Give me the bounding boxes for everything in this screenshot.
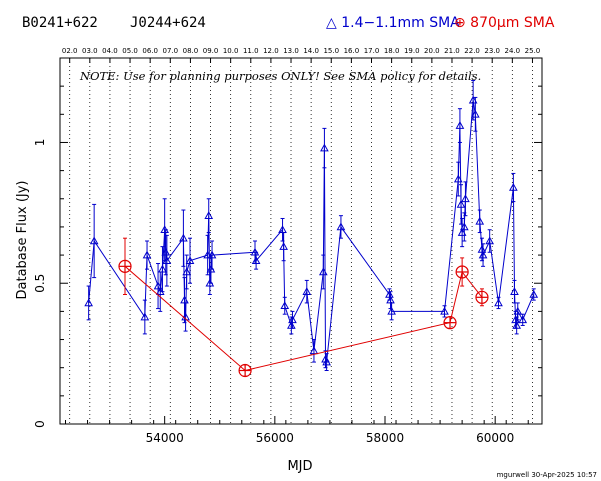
- source-name-alias: J0244+624: [130, 15, 206, 31]
- y-tick-label: 0.5: [33, 274, 47, 293]
- data-point-triangle: [513, 306, 523, 315]
- top-axis-year-label: 24.0: [505, 47, 521, 55]
- series-1mm: [84, 80, 539, 372]
- data-point-triangle: [204, 211, 214, 219]
- top-axis-year-label: 08.0: [183, 47, 199, 55]
- top-axis-year-label: 09.0: [203, 47, 219, 55]
- top-axis-year-label: 02.0: [62, 47, 78, 55]
- x-tick-label: 58000: [366, 431, 404, 445]
- top-axis-year-label: 12.0: [263, 47, 279, 55]
- data-point-triangle: [478, 250, 488, 259]
- data-point-triangle: [181, 312, 190, 321]
- data-point-triangle: [477, 244, 487, 253]
- data-point-triangle: [318, 267, 328, 276]
- top-axis-year-label: 15.0: [323, 47, 339, 55]
- data-point-triangle: [529, 289, 539, 298]
- x-axis-label: MJD: [287, 459, 312, 474]
- top-axis-year-label: 16.0: [344, 47, 360, 55]
- top-axis-year-label: 19.0: [404, 47, 420, 55]
- data-point-triangle: [279, 242, 288, 250]
- top-axis-year-label: 23.0: [484, 47, 500, 55]
- data-point-triangle: [455, 121, 465, 129]
- y-tick-label: 0: [33, 420, 47, 428]
- data-point-triangle: [280, 301, 290, 310]
- data-point-triangle: [453, 174, 463, 183]
- source-name-primary: B0241+622: [22, 15, 98, 31]
- series-line: [124, 265, 483, 372]
- data-point-triangle: [440, 306, 449, 315]
- top-axis-year-label: 14.0: [303, 47, 319, 55]
- top-axis-year-label: 03.0: [82, 47, 98, 55]
- data-point-triangle: [158, 264, 167, 273]
- top-axis-year-label: 21.0: [444, 47, 460, 55]
- data-point-triangle: [512, 320, 522, 329]
- top-axis-year-label: 10.0: [223, 47, 239, 55]
- data-point-triangle: [142, 250, 152, 259]
- top-axis-year-label: 07.0: [162, 47, 178, 55]
- data-point-triangle: [456, 199, 466, 208]
- data-point-triangle: [161, 247, 171, 256]
- x-tick-label: 56000: [256, 431, 294, 445]
- y-tick-label: 1: [33, 139, 47, 147]
- data-point-triangle: [251, 256, 261, 265]
- data-point-triangle: [494, 298, 503, 307]
- y-axis-label: Database Flux (Jy): [15, 181, 30, 300]
- legend-red-series: ⊕ 870μm SMA: [454, 15, 555, 31]
- data-point-triangle: [485, 236, 495, 245]
- data-point-triangle: [288, 315, 297, 324]
- series-870um: [118, 237, 489, 378]
- top-axis-year-label: 13.0: [283, 47, 299, 55]
- data-point-triangle: [309, 346, 319, 355]
- data-point-triangle: [207, 250, 217, 259]
- data-point-triangle: [162, 256, 172, 265]
- top-axis-year-label: 17.0: [364, 47, 380, 55]
- data-point-triangle: [510, 287, 519, 295]
- data-point-triangle: [387, 306, 396, 315]
- x-tick-label: 60000: [476, 431, 514, 445]
- data-point-triangle: [84, 298, 93, 307]
- data-point-triangle: [385, 289, 394, 298]
- data-point-triangle: [302, 287, 312, 295]
- data-point-triangle: [320, 143, 329, 152]
- top-axis-year-label: 11.0: [243, 47, 259, 55]
- data-point-triangle: [140, 312, 150, 321]
- data-point-triangle: [461, 194, 470, 203]
- axes: 02.0 03.0 04.0 05.0 06.0 07.0 08.0 09.0 10.0 11.0…: [33, 47, 543, 445]
- top-axis-year-label: 05.0: [122, 47, 138, 55]
- data-point-triangle: [509, 182, 518, 191]
- data-point-triangle: [459, 222, 469, 231]
- data-point-triangle: [179, 233, 188, 242]
- data-point-triangle: [185, 256, 195, 265]
- data-point-triangle: [182, 267, 192, 276]
- data-point-triangle: [336, 222, 346, 231]
- top-axis-year-label: 18.0: [384, 47, 400, 55]
- planning-note: NOTE: Use for planning purposes ONLY! Se…: [79, 69, 481, 83]
- credit-stamp: mgurwell 30-Apr-2025 10:57: [497, 471, 597, 479]
- data-point-triangle: [470, 109, 480, 118]
- top-axis-year-label: 06.0: [142, 47, 158, 55]
- top-axis-year-label: 20.0: [424, 47, 440, 55]
- top-axis-year-label: 25.0: [525, 47, 541, 55]
- top-axis-year-label: 04.0: [102, 47, 118, 55]
- legend-blue-series: △ 1.4−1.1mm SMA: [326, 15, 460, 31]
- data-point-triangle: [518, 315, 528, 324]
- data-point-triangle: [322, 357, 331, 366]
- data-point-triangle: [89, 236, 99, 245]
- data-point-triangle: [475, 216, 485, 225]
- top-axis-year-label: 22.0: [464, 47, 480, 55]
- plot-frame: [59, 57, 543, 425]
- x-tick-label: 54000: [146, 431, 184, 445]
